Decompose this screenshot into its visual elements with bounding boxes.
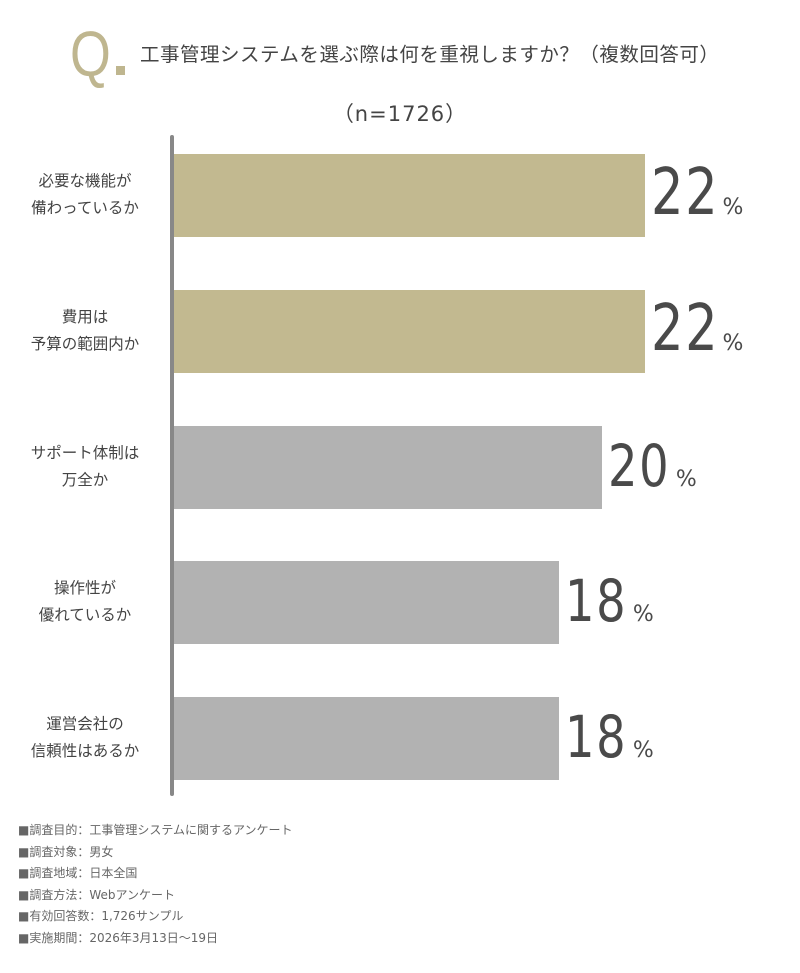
category-label-line: 優れているか bbox=[38, 606, 132, 624]
category-label-line: 費用は bbox=[61, 308, 109, 326]
bar bbox=[174, 697, 559, 780]
q-letter: Q bbox=[70, 18, 111, 90]
percent-sign: % bbox=[722, 195, 744, 220]
q-dot bbox=[116, 66, 125, 75]
category-label: 操作性が優れているか bbox=[0, 575, 170, 629]
category-label-line: 信頼性はあるか bbox=[30, 742, 140, 760]
category-label-line: 予算の範囲内か bbox=[30, 335, 140, 353]
category-label-line: 万全か bbox=[61, 471, 109, 489]
value-label: 18% bbox=[565, 703, 654, 771]
percent-sign: % bbox=[632, 602, 654, 627]
category-label-line: 必要な機能が bbox=[38, 172, 132, 190]
footer-region: ■調査地域：日本全国 bbox=[18, 866, 138, 880]
bar bbox=[174, 290, 645, 373]
value-number: 18 bbox=[565, 703, 628, 771]
percent-sign: % bbox=[722, 331, 744, 356]
survey-footer: ■調査目的：工事管理システムに関するアンケート ■調査対象：男女 ■調査地域：日… bbox=[18, 820, 293, 949]
footer-target: ■調査対象：男女 bbox=[18, 844, 114, 859]
footer-period: ■実施期間：2026年3月13日〜19日 bbox=[18, 930, 219, 945]
percent-sign: % bbox=[675, 467, 697, 492]
value-number: 22 bbox=[651, 156, 720, 230]
value-number: 20 bbox=[608, 432, 671, 500]
value-label: 22% bbox=[651, 292, 743, 366]
bar bbox=[174, 426, 602, 509]
value-number: 22 bbox=[651, 292, 720, 366]
category-label: 費用は予算の範囲内か bbox=[0, 304, 170, 358]
category-label-line: 運営会社の bbox=[46, 715, 124, 733]
footer-purpose: ■調査目的：工事管理システムに関するアンケート bbox=[18, 823, 293, 837]
value-label: 18% bbox=[565, 567, 654, 635]
value-number: 18 bbox=[565, 567, 628, 635]
category-label-line: 操作性が bbox=[53, 579, 116, 597]
value-label: 22% bbox=[651, 156, 743, 230]
footer-sample: ■有効回答数：1,726サンプル bbox=[18, 909, 184, 923]
bar bbox=[174, 154, 645, 237]
percent-sign: % bbox=[632, 738, 654, 763]
bar bbox=[174, 561, 559, 644]
category-label: 運営会社の信頼性はあるか bbox=[0, 711, 170, 765]
category-label: 必要な機能が 備わっているか bbox=[0, 168, 170, 222]
y-axis-line bbox=[170, 135, 174, 796]
sample-size: （n=1726） bbox=[332, 102, 468, 126]
value-label: 20% bbox=[608, 432, 697, 500]
category-label-line: サポート体制は bbox=[30, 444, 140, 462]
footer-method: ■調査方法：Webアンケート bbox=[18, 887, 176, 902]
category-label: サポート体制は 万全か bbox=[0, 440, 170, 494]
chart-title: 工事管理システムを選ぶ際は何を重視しますか？（複数回答可） bbox=[140, 43, 720, 66]
category-label-line: 備わっているか bbox=[31, 199, 139, 217]
